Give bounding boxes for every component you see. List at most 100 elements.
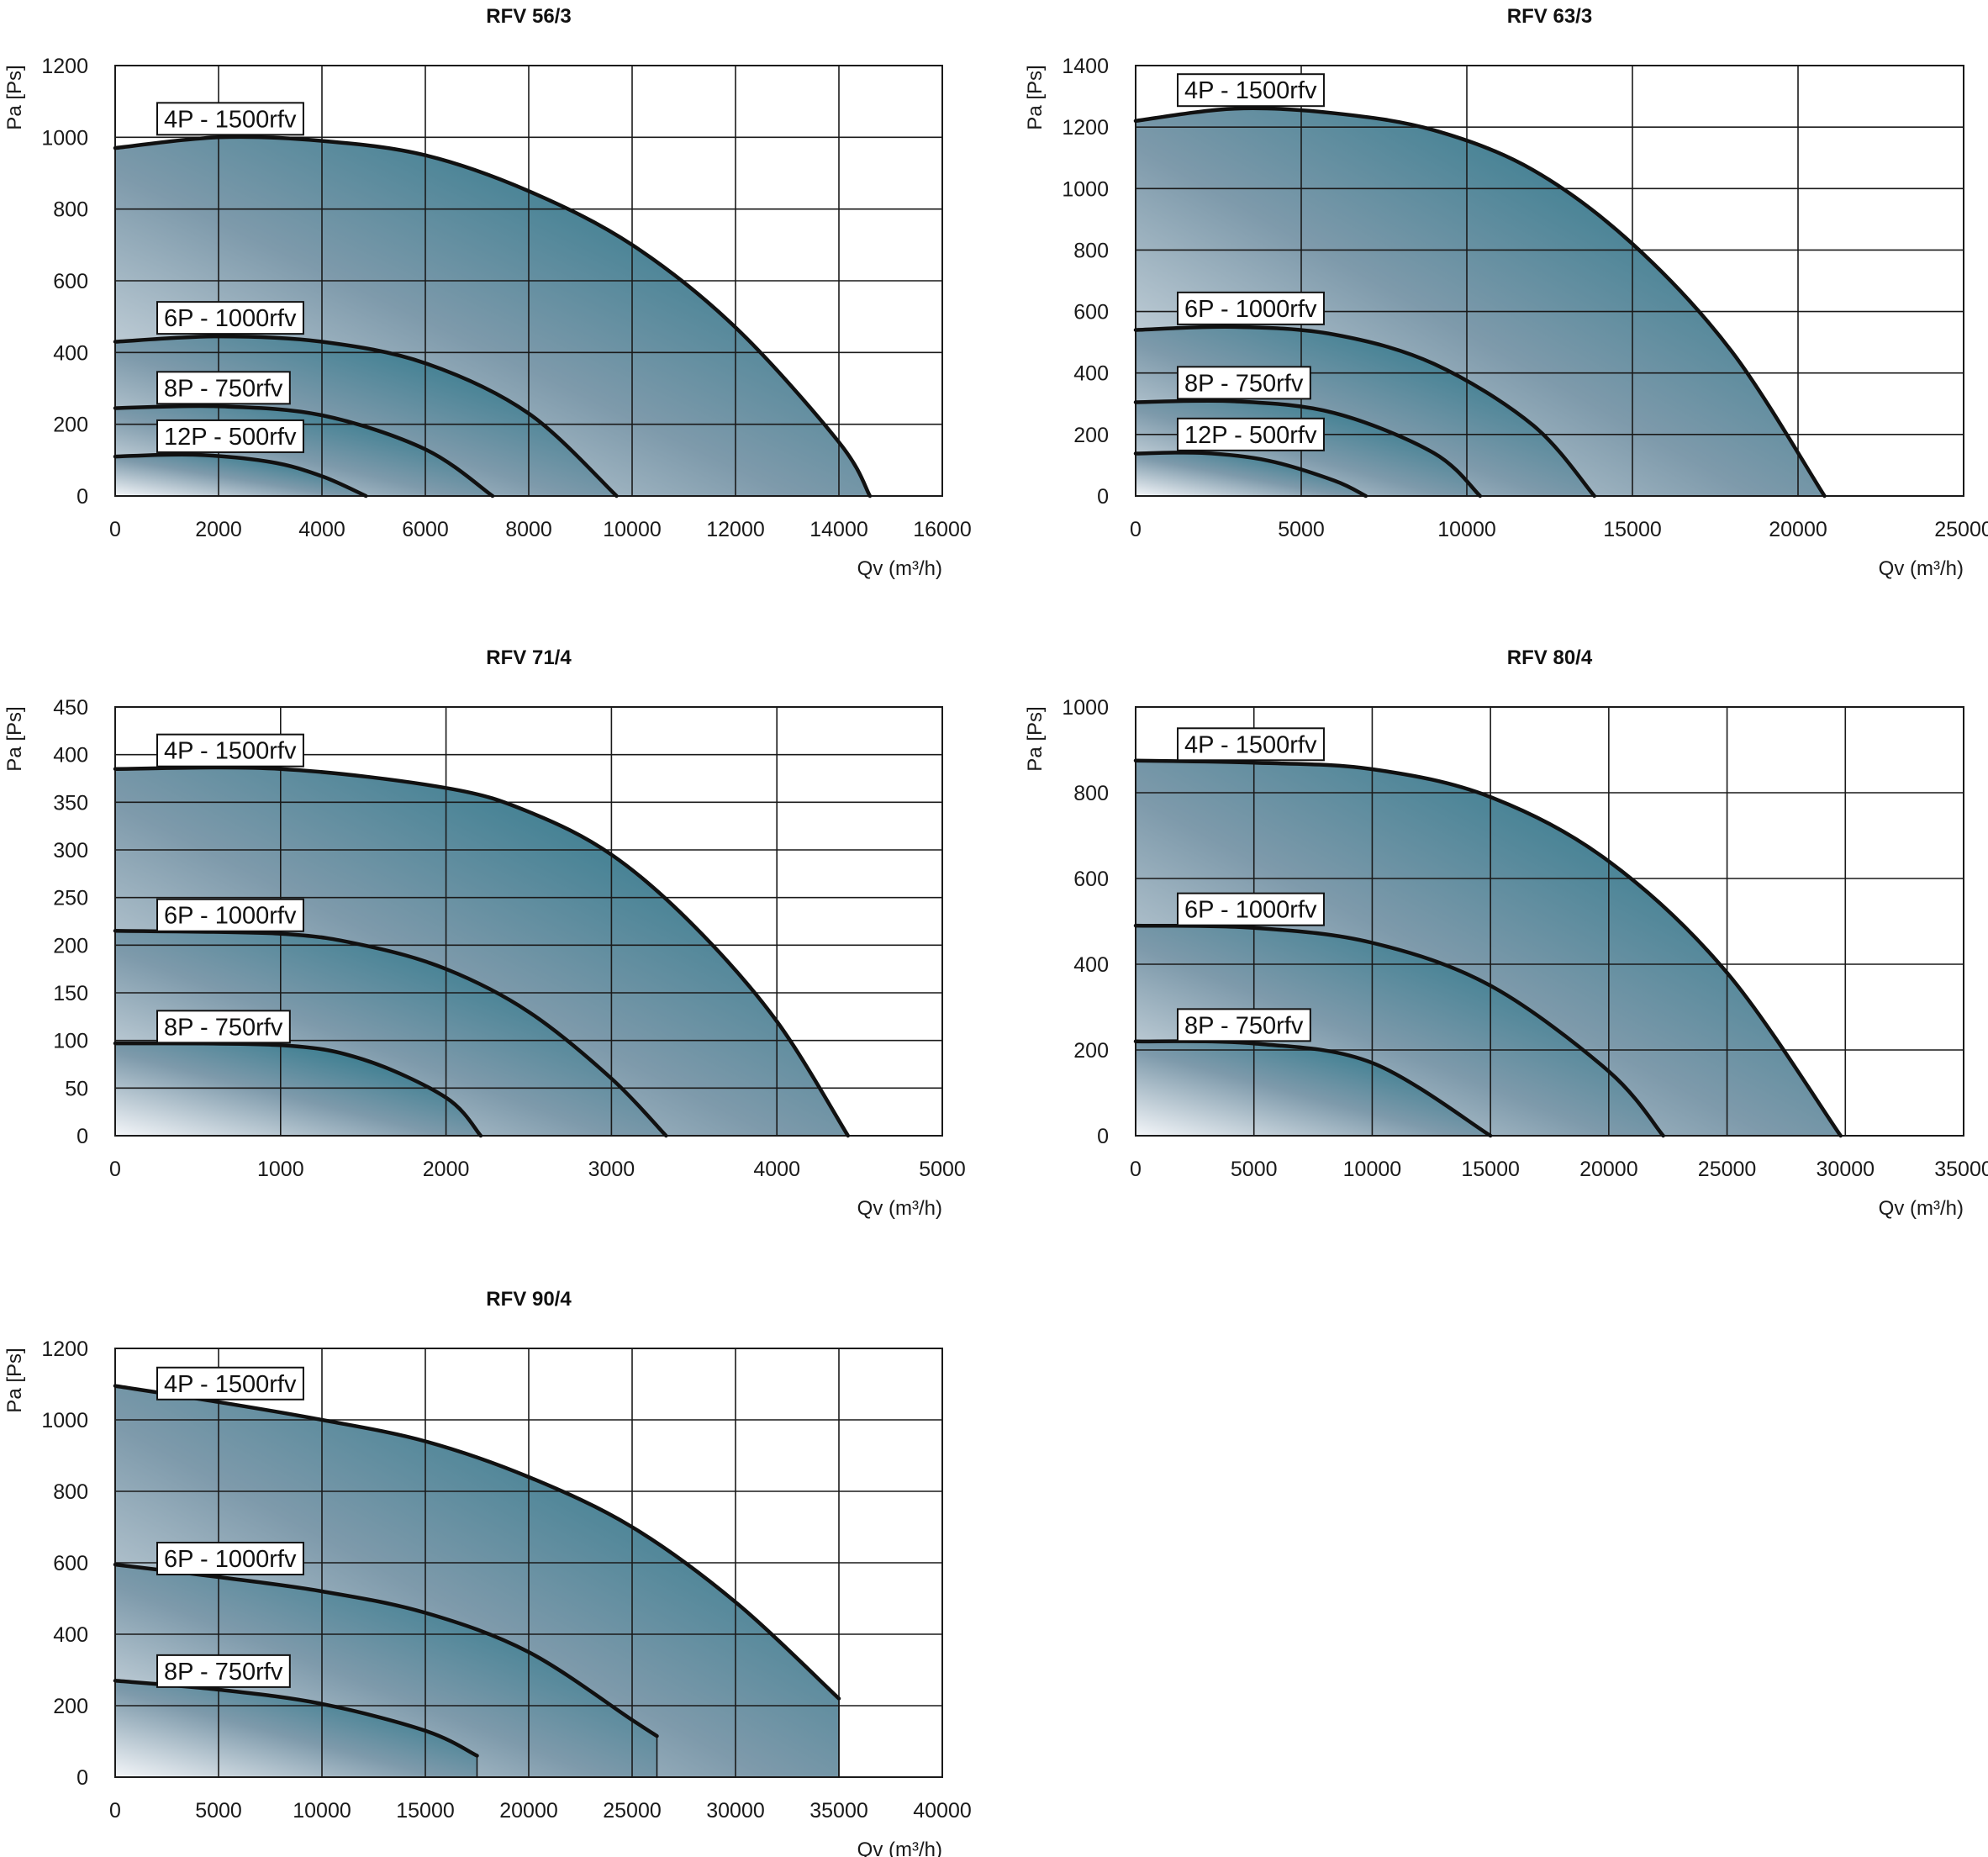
y-tick-label: 1000 [41, 126, 88, 150]
x-tick-label: 5000 [1278, 518, 1325, 541]
x-tick-label: 1000 [257, 1158, 304, 1181]
series-line [113, 452, 368, 499]
curve-label: 8P - 750rfv [156, 1010, 291, 1044]
curve-label-text: 12P - 500rfv [1184, 422, 1317, 449]
x-tick-label: 20000 [1769, 518, 1827, 541]
curve-label-box [1177, 1008, 1311, 1042]
curve-label-box [1177, 73, 1325, 108]
y-axis-label: Pa [Ps] [3, 65, 26, 129]
curve-label-text: 4P - 1500rfv [164, 738, 297, 765]
curve-label: 6P - 1000rfv [1177, 892, 1325, 926]
x-tick-label: 20000 [499, 1799, 558, 1823]
y-tick-label: 400 [53, 341, 88, 365]
curve-label: 6P - 1000rfv [1177, 291, 1325, 325]
curve-label: 4P - 1500rfv [156, 1366, 304, 1401]
curve-label-box [156, 733, 304, 768]
x-tick-label: 25000 [1698, 1158, 1757, 1181]
curve-label-text: 4P - 1500rfv [164, 106, 297, 133]
x-axis-label: Qv (m³/h) [857, 1839, 942, 1857]
series-line [113, 404, 495, 499]
x-tick-label: 10000 [1343, 1158, 1402, 1181]
area-fill [115, 1680, 477, 1777]
series-line [113, 929, 668, 1138]
curve-label-text: 6P - 1000rfv [164, 903, 297, 930]
x-tick-label: 30000 [1817, 1158, 1875, 1181]
chart-title: RFV 80/4 [1507, 646, 1593, 669]
curve-label-text: 8P - 750rfv [164, 1659, 283, 1686]
series-line [1133, 451, 1368, 499]
x-tick-label: 25000 [603, 1799, 662, 1823]
x-tick-label: 3000 [588, 1158, 635, 1181]
y-tick-label: 1200 [1062, 116, 1109, 140]
area-fill [115, 1043, 481, 1136]
series-line [1133, 398, 1483, 499]
curve-label-text: 8P - 750rfv [1184, 370, 1304, 397]
curve-label-box [1177, 417, 1325, 451]
y-tick-label: 0 [76, 1125, 88, 1148]
curve-label-box [156, 371, 291, 405]
x-axis-label: Qv (m³/h) [1879, 557, 1964, 580]
curve-label: 4P - 1500rfv [1177, 73, 1325, 108]
y-tick-label: 1000 [1062, 696, 1109, 720]
x-tick-label: 15000 [396, 1799, 455, 1823]
y-tick-label: 1000 [41, 1409, 88, 1432]
y-tick-label: 200 [53, 934, 88, 958]
plot-frame [114, 65, 943, 497]
x-tick-label: 20000 [1579, 1158, 1638, 1181]
curve-label: 6P - 1000rfv [156, 301, 304, 335]
area-fill [1136, 452, 1366, 496]
chart-panel-5: 4P - 1500rfv 6P - 1000rfv 8P - 750rfv 0 5000… [3, 1288, 972, 1857]
curve-label-box [156, 419, 304, 453]
series-line [1133, 324, 1596, 499]
x-tick-label: 15000 [1461, 1158, 1520, 1181]
x-tick-label: 4000 [753, 1158, 800, 1181]
chart-title: RFV 90/4 [486, 1288, 572, 1311]
y-tick-label: 600 [53, 1552, 88, 1575]
chart-panel-1: 4P - 1500rfv 6P - 1000rfv 8P - 750rfv 12P -… [3, 5, 972, 580]
y-tick-label: 450 [53, 696, 88, 720]
y-tick-label: 100 [53, 1030, 88, 1053]
curve-label-text: 12P - 500rfv [164, 424, 297, 451]
series-line [1133, 758, 1843, 1138]
curve-label: 4P - 1500rfv [156, 102, 304, 136]
chart-panel-2: 4P - 1500rfv 6P - 1000rfv 8P - 750rfv 12P -… [1024, 5, 1988, 580]
x-tick-label: 4000 [298, 518, 345, 541]
curve-label: 12P - 500rfv [1177, 417, 1325, 451]
series-line [113, 135, 873, 499]
y-tick-label: 0 [76, 1766, 88, 1790]
x-tick-label: 35000 [1934, 1158, 1988, 1181]
series-line [113, 1562, 659, 1738]
curve-label-box [156, 898, 304, 932]
y-tick-label: 50 [65, 1077, 88, 1100]
y-tick-label: 800 [53, 198, 88, 222]
curve-label-text: 6P - 1000rfv [164, 305, 297, 332]
curve-label-box [1177, 892, 1325, 926]
series-line [113, 1384, 841, 1701]
x-tick-label: 12000 [706, 518, 765, 541]
x-tick-label: 0 [1130, 518, 1142, 541]
y-tick-label: 600 [53, 270, 88, 293]
curve-label-box [1177, 291, 1325, 325]
x-tick-label: 35000 [809, 1799, 868, 1823]
curve-label-box [156, 1542, 304, 1575]
y-tick-label: 200 [1073, 1039, 1109, 1063]
series-line [1133, 106, 1827, 499]
y-axis-label: Pa [Ps] [1024, 706, 1047, 771]
chart-title: RFV 63/3 [1507, 5, 1592, 28]
x-tick-label: 14000 [809, 518, 868, 541]
x-axis-label: Qv (m³/h) [857, 1197, 942, 1220]
y-tick-label: 1200 [41, 1337, 88, 1361]
curve-label: 6P - 1000rfv [156, 898, 304, 932]
x-tick-label: 10000 [603, 518, 662, 541]
curve-label-text: 8P - 750rfv [1184, 1012, 1304, 1039]
curve-label-box [1177, 727, 1325, 762]
y-tick-label: 800 [1073, 239, 1109, 262]
x-tick-label: 6000 [402, 518, 449, 541]
chart-panel-3: 4P - 1500rfv 6P - 1000rfv 8P - 750rfv 0 1000… [3, 646, 966, 1220]
y-tick-label: 600 [1073, 868, 1109, 891]
x-tick-label: 5000 [919, 1158, 966, 1181]
curve-label-box [156, 102, 304, 136]
x-tick-label: 2000 [423, 1158, 470, 1181]
x-axis-label: Qv (m³/h) [857, 557, 942, 580]
